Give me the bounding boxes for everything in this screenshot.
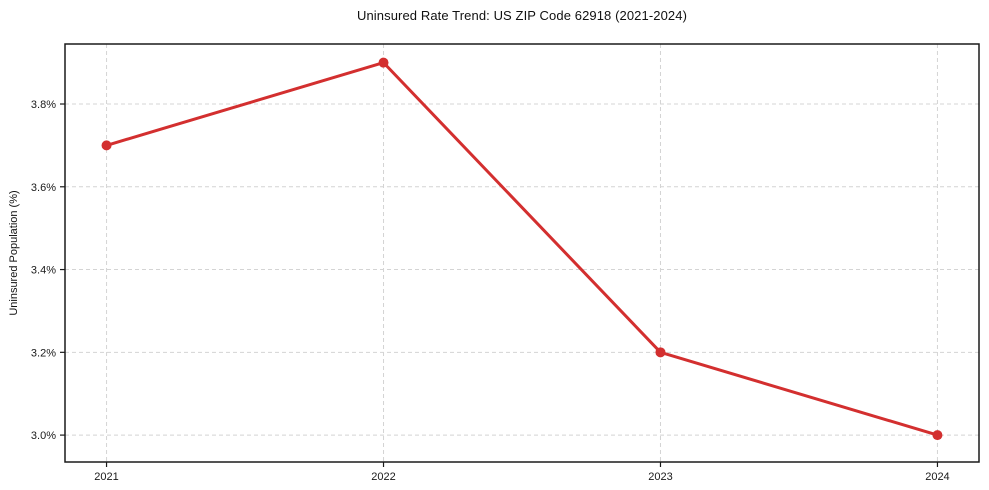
plot-frame bbox=[64, 43, 980, 463]
trend-line bbox=[105, 61, 939, 437]
data-point-marker bbox=[378, 57, 389, 68]
y-tick-label: 3.2% bbox=[31, 347, 56, 359]
y-tick-label: 3.0% bbox=[31, 430, 56, 442]
x-tick-label: 2021 bbox=[94, 471, 118, 483]
y-tick-label: 3.6% bbox=[31, 182, 56, 194]
y-tick-label: 3.8% bbox=[31, 99, 56, 111]
y-tick-label: 3.4% bbox=[31, 265, 56, 277]
data-point-marker bbox=[932, 430, 943, 441]
data-point-marker bbox=[655, 347, 666, 358]
x-tick-label: 2022 bbox=[371, 471, 395, 483]
chart-title: Uninsured Rate Trend: US ZIP Code 62918 … bbox=[356, 8, 688, 23]
data-point-marker bbox=[101, 140, 112, 151]
x-tick-label: 2023 bbox=[648, 471, 672, 483]
x-tick-label: 2024 bbox=[925, 471, 949, 483]
